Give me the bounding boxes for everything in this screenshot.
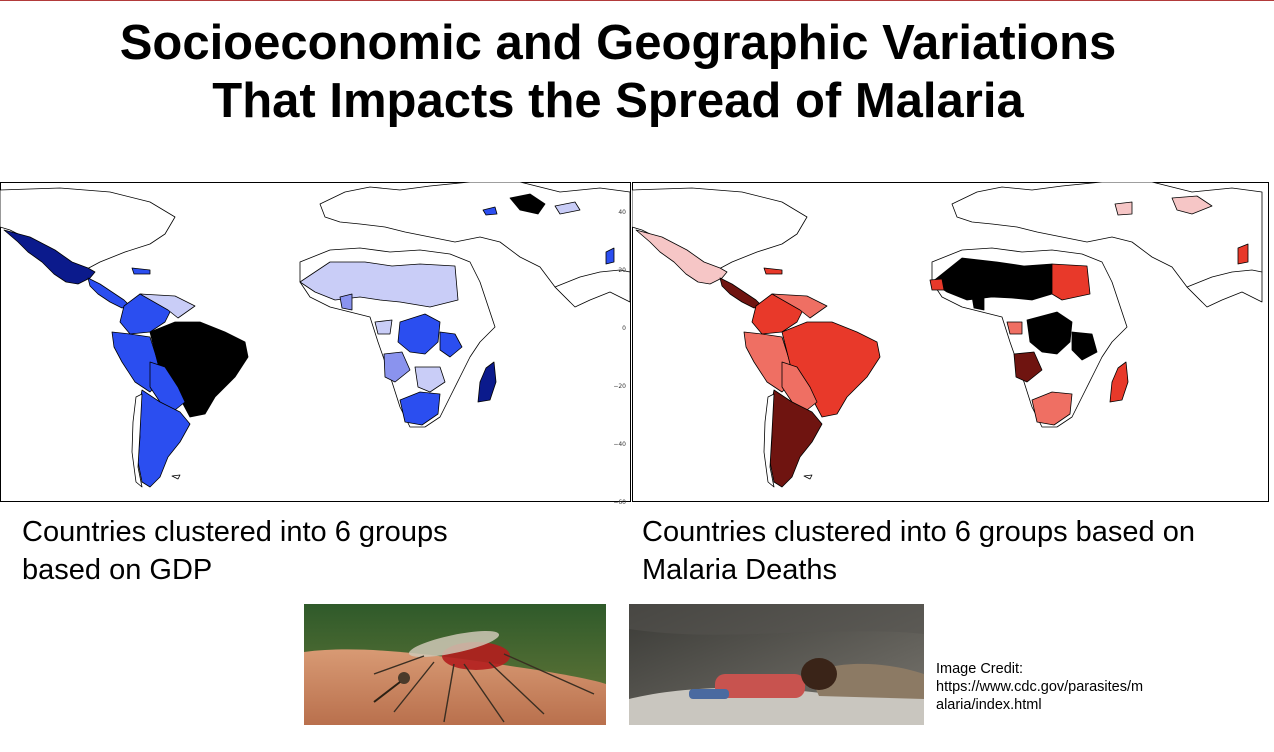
gdp-cluster-map: −100 −75 −50 −25 0 25 50 75 (0, 182, 642, 504)
deaths-y-tick: 20 (618, 267, 626, 274)
gdp-map-caption: Countries clustered into 6 groups based … (22, 513, 582, 589)
deaths-caption-line-2: Malaria Deaths (642, 554, 838, 586)
sudan-shape (1051, 263, 1091, 301)
gdp-caption-line-1: Countries clustered into 6 groups (22, 516, 448, 548)
image-credit: Image Credit: https://www.cdc.gov/parasi… (936, 660, 1176, 714)
deaths-map-caption: Countries clustered into 6 groups based … (642, 513, 1262, 589)
deaths-caption-line-1: Countries clustered into 6 groups based … (642, 516, 1195, 548)
eastern-europe-shape (1114, 201, 1133, 216)
deaths-y-tick: −60 (613, 499, 626, 506)
russia-region-shape (509, 193, 546, 215)
slide-title: Socioeconomic and Geographic Variations … (0, 14, 1236, 130)
deaths-y-tick: −40 (613, 441, 626, 448)
guianas-shape (771, 293, 828, 319)
bolivia-shape (149, 361, 186, 411)
falklands-shape (171, 474, 181, 480)
deaths-y-axis: 40 20 0 −20 −40 −60 (613, 209, 626, 506)
madagascar-shape (477, 361, 497, 403)
child-under-bednet-photo (629, 604, 924, 725)
bolivia-shape (781, 361, 818, 411)
gdp-caption-line-2: based on GDP (22, 554, 213, 586)
deaths-y-tick: 0 (622, 325, 626, 332)
top-rule (0, 0, 1274, 1)
south-africa-shape (1031, 391, 1073, 426)
russia-region-shape (1171, 195, 1213, 215)
title-line-2: That Impacts the Spread of Malaria (212, 74, 1024, 128)
india-fragment-shape (605, 247, 615, 265)
south-africa-shape (399, 391, 441, 426)
chile-shape (763, 393, 775, 488)
east-africa-shape (1071, 331, 1098, 361)
eastern-europe-shape (482, 206, 498, 216)
mozambique-shape (414, 366, 446, 393)
title-line-1: Socioeconomic and Geographic Variations (119, 16, 1117, 70)
deaths-y-tick: 40 (618, 209, 626, 216)
chile-shape (131, 393, 143, 488)
asia-coast-shape (1186, 269, 1263, 308)
malaria-deaths-cluster-map: −100 −75 −50 −25 0 25 50 75 100 (632, 182, 1274, 504)
nigeria-shape (339, 293, 353, 311)
falklands-shape (803, 474, 813, 480)
cameroon-shape (374, 319, 393, 335)
gabon-shape (1006, 321, 1023, 335)
cameroon-shape (971, 293, 985, 311)
credit-url-line-1: https://www.cdc.gov/parasites/m (936, 679, 1144, 695)
caribbean-shape (763, 267, 783, 275)
deaths-y-tick: −20 (613, 383, 626, 390)
angola-shape (383, 351, 411, 383)
sahel-shape (931, 257, 1053, 301)
caribbean-shape (131, 267, 151, 275)
east-africa-shape (439, 331, 463, 358)
guianas-shape (139, 293, 196, 319)
madagascar-shape (1109, 361, 1129, 403)
west-africa-small-shape (929, 278, 945, 291)
drc-shape (1026, 311, 1073, 355)
mosquito-photo (304, 604, 606, 725)
west-africa-shape (299, 261, 459, 308)
deaths-map-svg: −100 −75 −50 −25 0 25 50 75 100 (632, 182, 1269, 502)
mexico-shape (3, 229, 96, 285)
mexico-shape (635, 229, 728, 285)
asia-coast-shape (554, 269, 631, 308)
credit-url-line-2: alaria/index.html (936, 697, 1042, 713)
gdp-map-svg: −100 −75 −50 −25 0 25 50 75 (0, 182, 631, 502)
drc-shape (397, 313, 441, 355)
credit-label: Image Credit: (936, 661, 1024, 677)
central-asia-shape (554, 201, 581, 215)
angola-shape (1013, 351, 1043, 383)
india-fragment-shape (1237, 243, 1249, 265)
